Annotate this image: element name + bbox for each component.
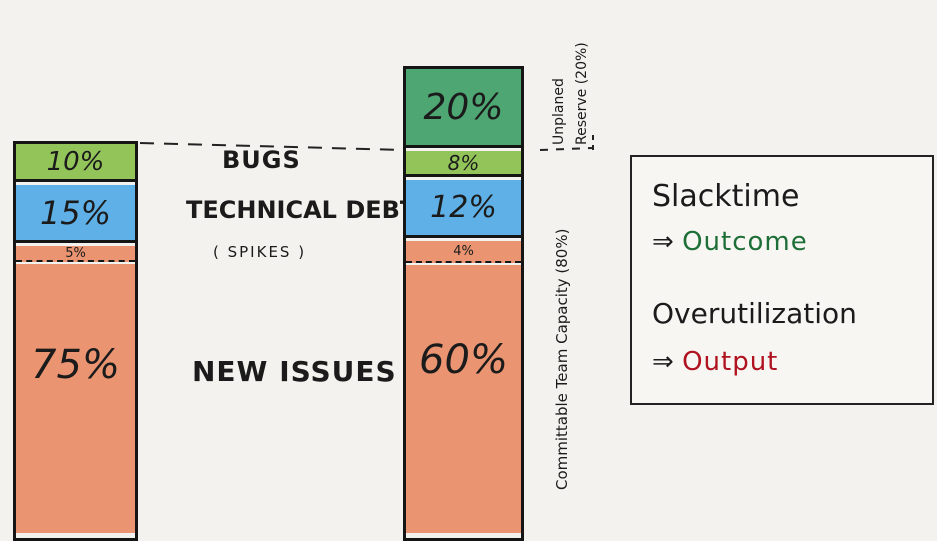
- legend-outcome: Outcome: [682, 227, 808, 257]
- label-spikes: ( SPIKES ): [213, 243, 307, 261]
- label-unplanned-line-1: Unplaned: [551, 78, 567, 145]
- left-new-issues-segment: 75%: [16, 264, 135, 533]
- label-unplanned-line-2: Reserve (20%): [574, 42, 590, 145]
- right-new-issues-segment: 60%: [406, 265, 521, 533]
- left-new-issues-value: 75%: [31, 342, 120, 388]
- legend-box: Slacktime ⇒ Outcome Overutilization ⇒ Ou…: [630, 155, 934, 405]
- right-reserve-segment: 20%: [406, 69, 521, 148]
- right-bugs-segment: 8%: [406, 151, 521, 177]
- right-technical-debt-segment: 12%: [406, 180, 521, 238]
- legend-outcome-row: ⇒ Outcome: [652, 227, 808, 257]
- output-arrow-icon: ⇒: [652, 347, 674, 377]
- left-bugs-segment: 10%: [16, 144, 135, 182]
- label-new-issues: NEW ISSUES: [192, 355, 397, 388]
- right-spikes-value: 4%: [453, 243, 474, 259]
- right-spikes-segment: 4%: [406, 241, 521, 263]
- right-technical-debt-value: 12%: [430, 190, 497, 225]
- right-bugs-value: 8%: [447, 150, 480, 175]
- right-new-issues-value: 60%: [419, 337, 508, 383]
- legend-overutilization: Overutilization: [652, 297, 857, 330]
- right-reserve-value: 20%: [423, 86, 504, 128]
- legend-slacktime: Slacktime: [652, 179, 800, 214]
- left-technical-debt-segment: 15%: [16, 185, 135, 243]
- legend-output-row: ⇒ Output: [652, 347, 778, 377]
- left-technical-debt-value: 15%: [39, 193, 112, 232]
- label-committable-capacity: Committable Team Capacity (80%): [553, 228, 571, 490]
- label-technical-debt: TECHNICAL DEBT: [186, 196, 417, 224]
- label-bugs: BUGS: [222, 146, 301, 174]
- left-spikes-value: 5%: [65, 245, 86, 261]
- left-spikes-segment: 5%: [16, 246, 135, 262]
- divider-dashed-line: [539, 147, 593, 151]
- outcome-arrow-icon: ⇒: [652, 227, 674, 257]
- left-bugs-value: 10%: [46, 146, 105, 177]
- legend-output: Output: [682, 347, 779, 377]
- top-dashed-line: [139, 142, 406, 151]
